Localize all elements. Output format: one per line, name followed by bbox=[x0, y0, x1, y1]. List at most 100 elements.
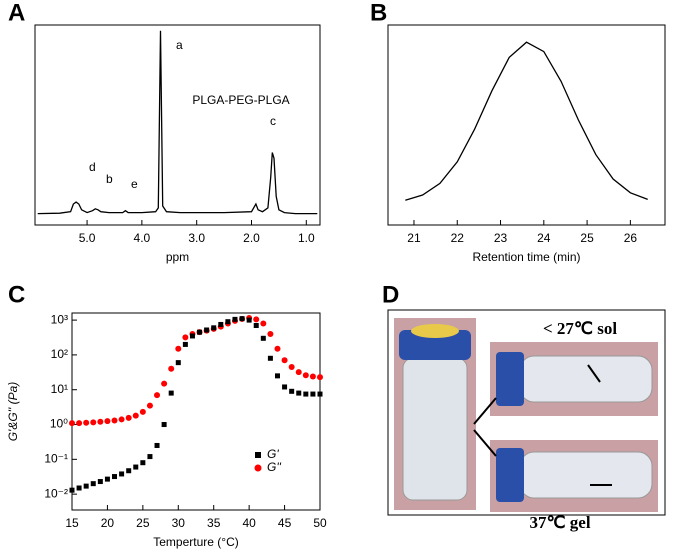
point bbox=[260, 335, 266, 341]
point bbox=[111, 417, 118, 424]
annotation: PLGA-PEG-PLGA bbox=[192, 93, 289, 107]
point bbox=[118, 416, 125, 423]
x-tick-label: 45 bbox=[278, 516, 292, 530]
sol-caption: < 27℃ sol bbox=[543, 319, 617, 338]
point bbox=[204, 327, 210, 333]
point bbox=[309, 373, 316, 380]
x-tick-label: 30 bbox=[172, 516, 186, 530]
point bbox=[310, 391, 316, 397]
point bbox=[146, 402, 153, 409]
point bbox=[317, 374, 323, 381]
inner-arrows bbox=[587, 364, 612, 486]
line bbox=[37, 30, 318, 215]
panel-label: C bbox=[8, 281, 25, 308]
x-tick-label: 40 bbox=[242, 516, 256, 530]
point bbox=[132, 412, 139, 419]
sol-cap bbox=[496, 352, 524, 406]
point bbox=[97, 418, 104, 425]
point bbox=[295, 369, 302, 376]
point bbox=[218, 321, 224, 327]
point bbox=[161, 380, 168, 387]
point bbox=[282, 384, 288, 390]
x-tick-label: 50 bbox=[313, 516, 327, 530]
gel-caption: 37℃ gel bbox=[529, 513, 590, 532]
arrows bbox=[473, 397, 497, 457]
point bbox=[90, 481, 96, 487]
point bbox=[253, 322, 259, 328]
point bbox=[139, 408, 146, 415]
point bbox=[267, 330, 274, 337]
point bbox=[161, 422, 167, 428]
point bbox=[296, 390, 302, 396]
point bbox=[168, 390, 174, 396]
point bbox=[104, 418, 111, 425]
point bbox=[281, 357, 288, 364]
annotation: c bbox=[270, 114, 276, 128]
x-tick-label: 26 bbox=[624, 231, 638, 245]
point bbox=[125, 414, 132, 421]
point bbox=[267, 355, 273, 361]
x-tick-label: 23 bbox=[494, 231, 508, 245]
x-tick-label: 4.0 bbox=[134, 231, 151, 245]
x-tick-label: 2.0 bbox=[243, 231, 260, 245]
point bbox=[154, 442, 160, 448]
point bbox=[253, 316, 260, 323]
gel-cap bbox=[496, 448, 524, 502]
x-tick-label: 15 bbox=[65, 516, 79, 530]
x-axis-label: Temperture (°C) bbox=[153, 535, 238, 549]
x-axis-label: ppm bbox=[166, 250, 189, 264]
point bbox=[175, 360, 181, 366]
x-tick-label: 25 bbox=[136, 516, 150, 530]
point bbox=[133, 464, 139, 470]
annotation: b bbox=[106, 172, 113, 186]
y-tick-label: 10¹ bbox=[51, 382, 68, 396]
panel-label: A bbox=[8, 0, 25, 26]
point bbox=[239, 316, 245, 322]
point bbox=[232, 316, 238, 322]
point bbox=[147, 454, 153, 460]
point bbox=[76, 420, 83, 427]
legend-marker bbox=[254, 464, 262, 472]
sol-vial bbox=[519, 355, 653, 403]
point bbox=[274, 373, 280, 379]
y-tick-label: 10⁻² bbox=[44, 486, 68, 500]
point bbox=[69, 420, 75, 427]
point bbox=[317, 391, 323, 397]
x-tick-label: 35 bbox=[207, 516, 221, 530]
legend-label: G' bbox=[267, 447, 279, 461]
vial-cap bbox=[399, 330, 471, 360]
vial bbox=[402, 357, 468, 501]
x-tick-label: 1.0 bbox=[298, 231, 315, 245]
point bbox=[97, 479, 103, 485]
point bbox=[274, 345, 281, 352]
x-tick-label: 20 bbox=[101, 516, 115, 530]
point bbox=[119, 471, 125, 477]
y-axis-label: G'&G'' (Pa) bbox=[6, 382, 20, 442]
point bbox=[83, 419, 90, 426]
point bbox=[225, 319, 231, 325]
point bbox=[289, 388, 295, 394]
annotation: e bbox=[131, 177, 138, 191]
legend-label: G'' bbox=[267, 460, 282, 474]
annotation: a bbox=[176, 38, 183, 52]
point bbox=[260, 320, 267, 327]
annotation: d bbox=[89, 160, 96, 174]
point bbox=[90, 419, 97, 426]
point bbox=[182, 341, 188, 347]
point bbox=[189, 333, 195, 339]
plot-frame bbox=[34, 24, 321, 226]
point bbox=[302, 372, 309, 379]
y-tick-label: 10³ bbox=[51, 312, 68, 326]
line bbox=[405, 41, 648, 201]
gel-vial bbox=[519, 451, 653, 499]
point bbox=[288, 363, 295, 370]
point bbox=[112, 474, 118, 480]
panel-label: B bbox=[370, 0, 387, 26]
x-tick-label: 3.0 bbox=[188, 231, 205, 245]
point bbox=[175, 345, 182, 352]
point bbox=[76, 485, 82, 491]
panel-label: D bbox=[382, 281, 399, 308]
point bbox=[303, 391, 309, 397]
point bbox=[104, 476, 110, 482]
